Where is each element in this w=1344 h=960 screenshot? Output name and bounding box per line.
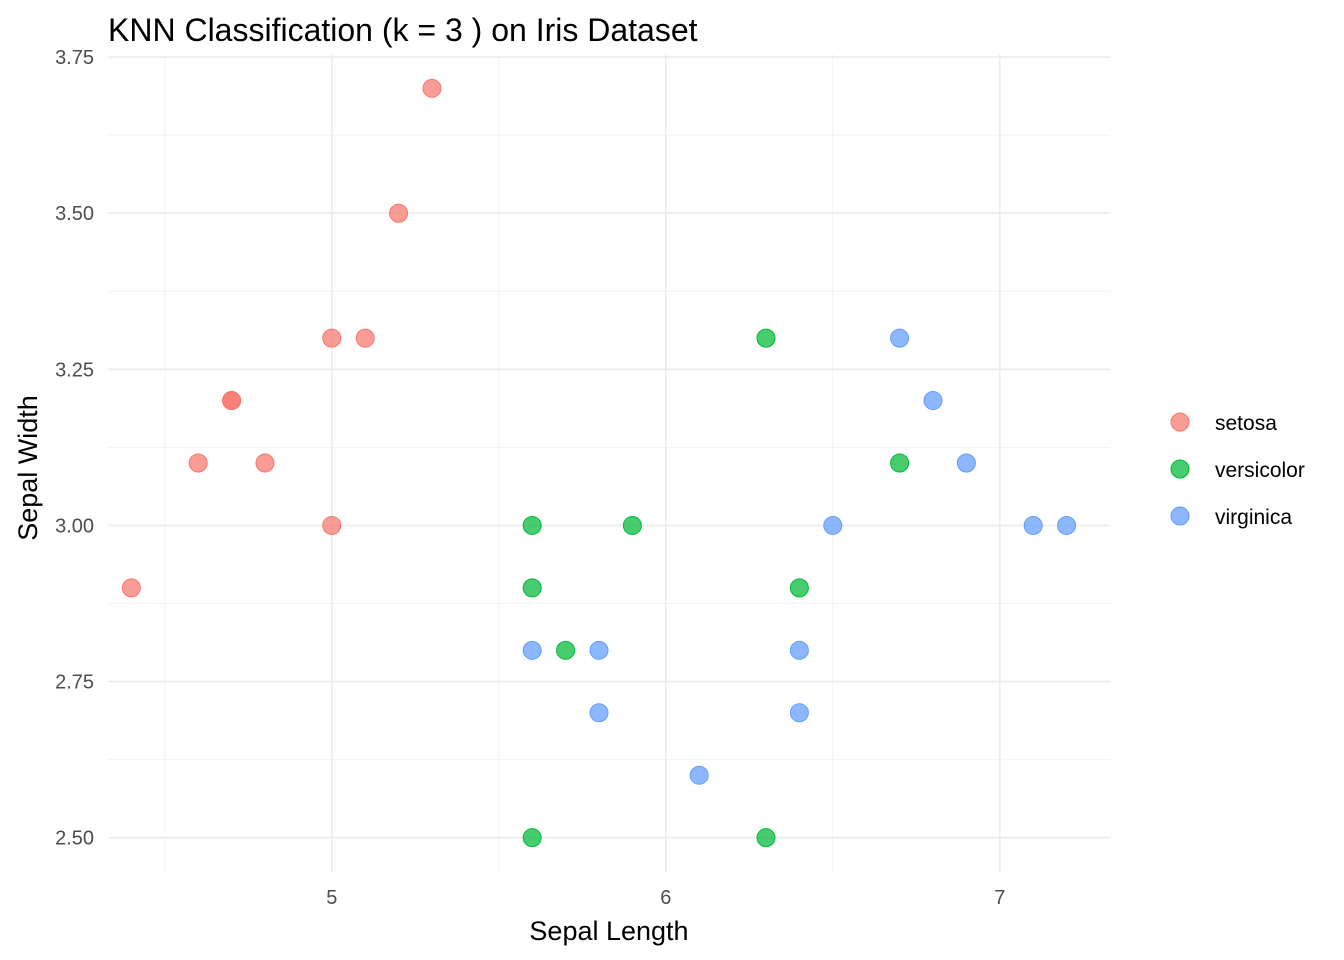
data-points: [121, 78, 1077, 848]
data-point-virginica: [1023, 515, 1043, 535]
legend-label-virginica: virginica: [1215, 506, 1292, 529]
data-point-setosa: [255, 453, 275, 473]
data-point-virginica: [589, 703, 609, 723]
y-axis-title: Sepal Width: [13, 395, 43, 541]
data-point-versicolor: [556, 640, 576, 660]
y-tick-label: 3.00: [55, 515, 94, 537]
y-tick-label: 2.75: [55, 672, 94, 694]
data-point-virginica: [689, 765, 709, 785]
x-axis-title: Sepal Length: [529, 916, 688, 946]
data-point-virginica: [923, 391, 943, 411]
legend: setosa versicolor virginica: [1170, 412, 1305, 529]
data-point-virginica: [789, 640, 809, 660]
legend-key-virginica: [1170, 506, 1190, 526]
data-point-versicolor: [890, 453, 910, 473]
data-point-virginica: [789, 703, 809, 723]
data-point-setosa: [322, 515, 342, 535]
data-point-setosa: [422, 78, 442, 98]
data-point-setosa: [389, 203, 409, 223]
data-point-virginica: [890, 328, 910, 348]
data-point-versicolor: [756, 328, 776, 348]
legend-label-setosa: setosa: [1215, 412, 1277, 435]
x-tick-label: 5: [326, 887, 337, 909]
data-point-versicolor: [522, 828, 542, 848]
chart-title: KNN Classification (k = 3 ) on Iris Data…: [108, 12, 698, 48]
data-point-virginica: [1057, 515, 1077, 535]
data-point-versicolor: [522, 578, 542, 598]
data-point-setosa: [322, 328, 342, 348]
data-point-setosa: [222, 391, 242, 411]
data-point-versicolor: [622, 515, 642, 535]
legend-label-versicolor: versicolor: [1215, 459, 1305, 482]
data-point-setosa: [355, 328, 375, 348]
y-tick-label: 3.50: [55, 203, 94, 225]
data-point-virginica: [823, 515, 843, 535]
data-point-setosa: [188, 453, 208, 473]
legend-key-setosa: [1170, 412, 1190, 432]
x-tick-label: 6: [660, 887, 671, 909]
data-point-versicolor: [522, 515, 542, 535]
tick-labels: 5 6 7 2.50 2.75 3.00 3.25 3.50 3.75: [55, 47, 1005, 909]
data-point-virginica: [956, 453, 976, 473]
data-point-versicolor: [756, 828, 776, 848]
data-point-versicolor: [789, 578, 809, 598]
x-tick-label: 7: [994, 887, 1005, 909]
data-point-virginica: [589, 640, 609, 660]
y-tick-label: 3.75: [55, 47, 94, 69]
data-point-setosa: [121, 578, 141, 598]
data-point-virginica: [522, 640, 542, 660]
y-tick-label: 3.25: [55, 359, 94, 381]
legend-key-versicolor: [1170, 459, 1190, 479]
grid: [108, 54, 1110, 872]
y-tick-label: 2.50: [55, 828, 94, 850]
